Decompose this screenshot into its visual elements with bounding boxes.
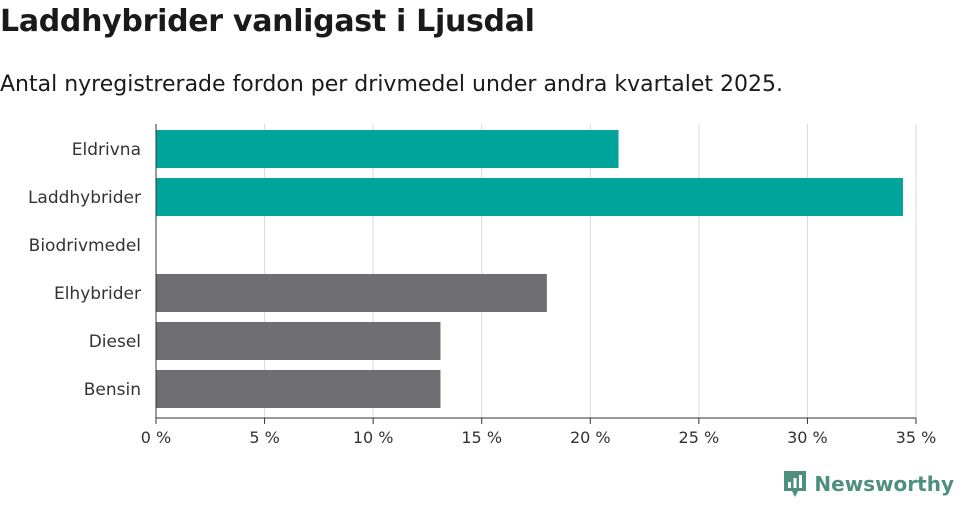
- x-tick-label: 0 %: [141, 428, 171, 447]
- category-label: Biodrivmedel: [29, 236, 141, 256]
- category-label: Eldrivna: [72, 140, 141, 160]
- x-axis: 0 % 5 % 10 % 15 % 20 % 25 % 30 % 35 %: [141, 124, 937, 447]
- bar-bensin: [156, 370, 441, 408]
- x-tick-label: 25 %: [679, 428, 720, 447]
- brand-logo: Newsworthy: [782, 469, 954, 499]
- x-tick-label: 20 %: [570, 428, 611, 447]
- x-tick-label: 5 %: [249, 428, 279, 447]
- bar-laddhybrider: [156, 178, 903, 216]
- category-label: Bensin: [84, 380, 141, 400]
- category-label: Elhybrider: [54, 284, 141, 304]
- chart-subtitle: Antal nyregistrerade fordon per drivmede…: [0, 72, 783, 97]
- bars: [156, 130, 903, 408]
- bar-elhybrider: [156, 274, 547, 312]
- x-tick-label: 15 %: [461, 428, 502, 447]
- newsworthy-logo-icon: [784, 471, 807, 497]
- category-labels: Eldrivna Laddhybrider Biodrivmedel Elhybrid…: [28, 140, 141, 400]
- chart-title: Laddhybrider vanligast i Ljusdal: [0, 4, 535, 39]
- brand-name: Newsworthy: [814, 472, 954, 496]
- bar-diesel: [156, 322, 441, 360]
- x-tick-label: 30 %: [787, 428, 828, 447]
- bar-eldrivna: [156, 130, 619, 168]
- category-label: Diesel: [89, 332, 141, 352]
- bar-chart: Eldrivna Laddhybrider Biodrivmedel Elhybrid…: [28, 124, 937, 447]
- x-tick-label: 10 %: [353, 428, 394, 447]
- category-label: Laddhybrider: [28, 188, 141, 208]
- x-tick-label: 35 %: [896, 428, 937, 447]
- grid-lines: [264, 124, 917, 418]
